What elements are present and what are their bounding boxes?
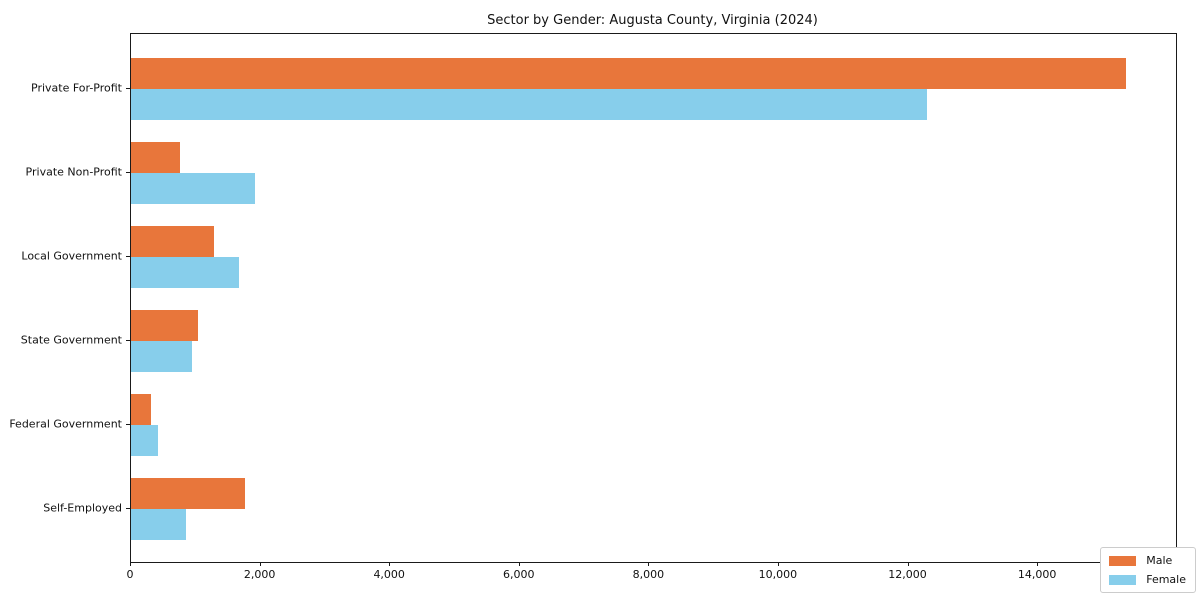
y-axis-label: Self-Employed [43, 501, 122, 515]
bar-female [131, 425, 159, 456]
y-axis-label: Private For-Profit [31, 81, 122, 95]
y-axis-label: Private Non-Profit [25, 165, 122, 179]
bar-male [131, 226, 214, 257]
x-tick-label: 8,000 [632, 568, 665, 581]
x-tick-mark [389, 562, 391, 566]
y-tick-mark [126, 256, 130, 257]
legend-label-male: Male [1146, 554, 1173, 567]
x-tick-mark [1037, 562, 1039, 566]
bar-male [131, 142, 180, 173]
legend: Male Female [1100, 547, 1196, 593]
chart-title: Sector by Gender: Augusta County, Virgin… [487, 13, 818, 28]
x-tick-label: 2,000 [243, 568, 276, 581]
x-tick-label: 10,000 [758, 568, 798, 581]
bar-female [131, 509, 187, 540]
x-tick-mark [777, 562, 779, 566]
bar-male [131, 310, 199, 341]
x-tick-label: 12,000 [888, 568, 927, 581]
legend-label-female: Female [1146, 573, 1186, 586]
x-tick-label: 0 [126, 568, 134, 581]
x-tick-mark [259, 562, 261, 566]
y-axis-label: Local Government [21, 249, 122, 263]
legend-swatch-female-icon [1109, 574, 1137, 585]
x-tick-mark [907, 562, 909, 566]
plot-area [130, 33, 1177, 563]
y-tick-mark [126, 172, 130, 173]
bar-female [131, 341, 193, 372]
x-tick-mark [648, 562, 650, 566]
y-tick-mark [126, 508, 130, 509]
legend-item-male: Male [1109, 554, 1186, 567]
x-tick-label: 14,000 [1017, 568, 1057, 581]
bar-female [131, 89, 928, 120]
x-tick-mark [518, 562, 520, 566]
bar-male [131, 478, 245, 509]
bar-male [131, 58, 1127, 89]
x-tick-label: 6,000 [503, 568, 535, 581]
bar-female [131, 173, 256, 204]
x-tick-mark [130, 562, 131, 566]
bar-male [131, 394, 152, 425]
y-tick-mark [126, 340, 130, 341]
legend-swatch-male-icon [1109, 555, 1137, 566]
x-tick-label: 4,000 [373, 568, 405, 581]
y-tick-mark [126, 424, 130, 425]
y-axis-label: State Government [20, 333, 122, 347]
y-axis-label: Federal Government [9, 417, 122, 431]
bar-female [131, 257, 240, 288]
legend-item-female: Female [1109, 573, 1186, 586]
y-tick-mark [126, 88, 130, 89]
